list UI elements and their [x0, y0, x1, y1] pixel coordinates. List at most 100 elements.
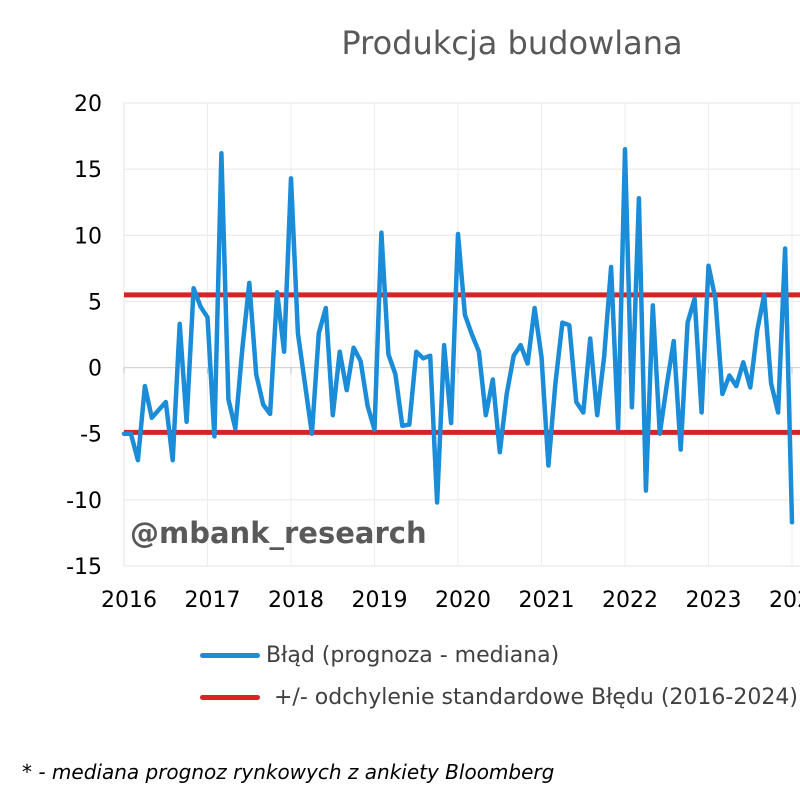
tick-label-layer: -15 -10 -5 0 5 10 15 20 2016 2017 2018 2019 2020 2021… [66, 92, 800, 613]
data-point [484, 413, 488, 417]
data-point [526, 362, 530, 366]
data-point [275, 290, 279, 294]
x-tick-label: 2024 [769, 588, 800, 613]
data-point [651, 303, 655, 307]
data-point [393, 372, 397, 376]
data-point [171, 458, 175, 462]
data-point [345, 388, 349, 392]
data-point [317, 331, 321, 335]
y-tick-label: 15 [74, 158, 102, 183]
data-point [776, 411, 780, 415]
data-point [505, 392, 509, 396]
data-point [470, 333, 474, 336]
data-point [630, 405, 634, 409]
x-tick-label: 2023 [686, 588, 742, 613]
data-point [790, 520, 794, 524]
data-point [421, 356, 425, 360]
data-point [700, 411, 704, 415]
data-point [303, 381, 307, 385]
watermark: @mbank_research [130, 516, 427, 550]
data-point [282, 350, 286, 354]
data-point [762, 293, 766, 297]
y-tick-label: 20 [74, 92, 102, 117]
data-point [226, 397, 230, 401]
data-point [268, 412, 272, 416]
data-point [498, 450, 502, 454]
data-point [435, 501, 439, 505]
data-point [463, 313, 467, 317]
data-point [212, 434, 216, 438]
legend-swatch-series [200, 652, 260, 658]
data-point [366, 404, 370, 408]
x-tick-label: 2017 [185, 588, 241, 613]
data-point [247, 281, 251, 285]
legend-item-series: Błąd (prognoza - mediana) [200, 640, 559, 670]
data-point [178, 322, 182, 326]
data-point [741, 360, 745, 364]
data-point [644, 489, 648, 493]
data-point [414, 350, 418, 354]
data-point [783, 247, 787, 251]
data-point [546, 463, 550, 467]
data-point [386, 352, 390, 356]
data-point [713, 297, 717, 301]
data-point [400, 424, 404, 428]
data-point [379, 231, 383, 235]
data-point [407, 422, 411, 426]
data-point [581, 411, 585, 415]
data-point [665, 383, 669, 387]
data-point [296, 331, 300, 335]
data-point [289, 176, 293, 180]
data-point [199, 305, 203, 309]
data-point [602, 355, 606, 359]
data-point [734, 384, 738, 388]
data-point [428, 354, 432, 358]
data-point [658, 432, 662, 436]
chart-title: Produkcja budowlana [341, 24, 683, 62]
footnote: * - mediana prognoz rynkowych z ankiety … [22, 760, 555, 784]
y-tick-label: -15 [66, 555, 102, 580]
data-point [693, 297, 697, 301]
data-point [533, 306, 537, 310]
data-point [616, 426, 620, 430]
data-point [129, 432, 133, 436]
data-point [560, 321, 564, 325]
data-point [206, 315, 209, 319]
data-point [136, 458, 140, 462]
data-point [727, 374, 731, 378]
data-point [254, 372, 258, 376]
data-point [588, 336, 592, 340]
legend-swatch-band [200, 694, 260, 700]
data-point [157, 408, 161, 412]
y-tick-label: 5 [88, 290, 102, 315]
data-point [219, 151, 223, 155]
legend-item-band: +/- odchylenie standardowe Błędu (2016-2… [200, 682, 798, 712]
x-tick-label: 2021 [519, 588, 575, 613]
x-tick-label: 2020 [435, 588, 491, 613]
data-point [720, 392, 724, 396]
data-point [540, 355, 543, 359]
data-point [261, 403, 265, 407]
data-point [477, 350, 481, 354]
data-point [359, 359, 363, 363]
data-point [567, 323, 571, 327]
data-point [755, 329, 759, 333]
data-point [512, 354, 516, 358]
data-point [707, 264, 710, 268]
x-tick-label: 2016 [101, 588, 157, 613]
data-point [637, 196, 641, 200]
legend-label-band: +/- odchylenie standardowe Błędu (2016-2… [274, 684, 798, 710]
data-point [150, 416, 154, 420]
series-layer [121, 147, 795, 525]
x-tick-label: 2018 [268, 588, 324, 613]
data-point [122, 432, 126, 436]
data-point [748, 385, 752, 389]
data-point [491, 377, 495, 381]
data-point [164, 400, 168, 404]
y-tick-label: -10 [66, 489, 102, 514]
data-point [324, 306, 328, 310]
data-point [553, 381, 557, 385]
data-point [679, 448, 683, 452]
y-tick-label: 10 [74, 224, 102, 249]
